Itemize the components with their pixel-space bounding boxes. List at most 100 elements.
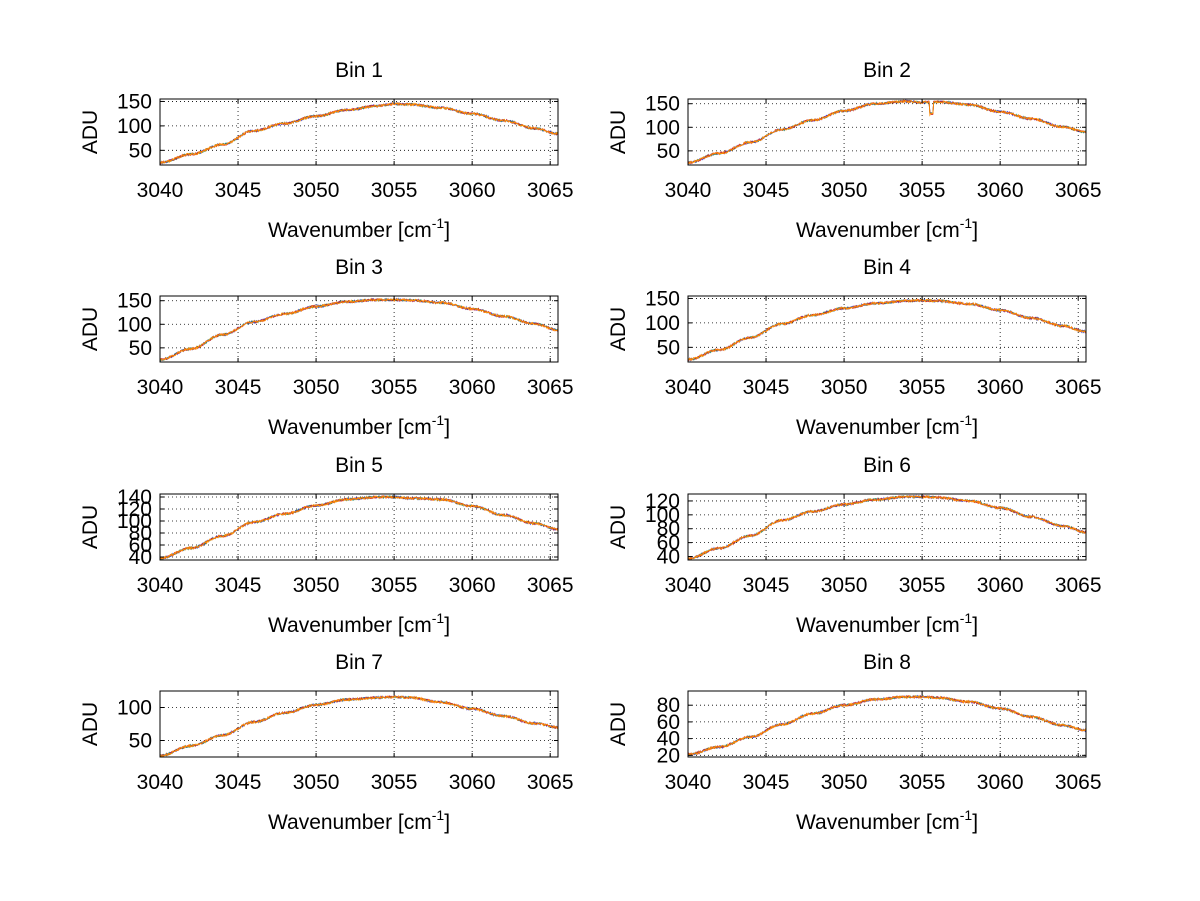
x-axis-label-suffix: ]	[444, 614, 450, 637]
subplot-title: Bin 6	[863, 454, 911, 477]
x-axis-label-text: Wavenumber [cm	[796, 614, 960, 637]
x-tick-label: 3045	[215, 574, 262, 597]
y-tick-label: 80	[657, 694, 680, 717]
x-tick-label: 3045	[215, 376, 262, 399]
x-tick-label: 3055	[899, 574, 946, 597]
series-line	[687, 99, 1087, 165]
x-tick-label: 3060	[977, 771, 1024, 794]
x-tick-label: 3055	[371, 376, 418, 399]
subplot-title: Bin 1	[335, 59, 383, 82]
x-axis-label-text: Wavenumber [cm	[268, 219, 432, 242]
x-tick-label: 3055	[371, 574, 418, 597]
x-axis-label-text: Wavenumber [cm	[796, 416, 960, 439]
subplot-title: Bin 4	[863, 256, 911, 279]
x-axis-label-suffix: ]	[444, 811, 450, 834]
x-axis-label-text: Wavenumber [cm	[796, 219, 960, 242]
x-tick-label: 3050	[821, 376, 868, 399]
x-axis-label: Wavenumber [cm-1]	[796, 610, 978, 637]
x-tick-label: 3045	[743, 574, 790, 597]
subplot-bin-7: 3040 3045 3050 3055 3060 3065 50 100 Bin 7 Wavenu…	[79, 651, 574, 834]
x-tick-label: 3065	[1055, 771, 1102, 794]
x-tick-label: 3050	[293, 574, 340, 597]
x-axis-label-text: Wavenumber [cm	[796, 811, 960, 834]
y-tick-label: 120	[117, 498, 152, 521]
x-tick-label: 3045	[743, 179, 790, 202]
y-tick-label: 80	[129, 522, 152, 545]
x-tick-label: 3065	[527, 376, 574, 399]
series-line	[687, 494, 1087, 560]
y-tick-label: 60	[657, 532, 680, 555]
y-tick-label: 100	[117, 313, 152, 336]
series-line	[687, 298, 1086, 362]
series-line	[160, 495, 559, 560]
y-axis-label: ADU	[79, 110, 102, 154]
x-axis-label-suffix: ]	[972, 811, 978, 834]
y-tick-label: 100	[645, 312, 680, 335]
x-axis-label-suffix: ]	[972, 416, 978, 439]
x-axis-label: Wavenumber [cm-1]	[268, 412, 450, 439]
x-tick-label: 3060	[449, 574, 496, 597]
y-tick-label: 150	[117, 90, 152, 113]
x-tick-label: 3045	[743, 771, 790, 794]
x-tick-label: 3055	[899, 376, 946, 399]
x-tick-label: 3040	[137, 574, 184, 597]
y-axis-label: ADU	[607, 110, 630, 154]
x-axis-label-suffix: ]	[444, 219, 450, 242]
x-tick-label: 3055	[899, 179, 946, 202]
x-axis-label-sup: -1	[432, 412, 445, 428]
x-axis-label-suffix: ]	[972, 219, 978, 242]
x-tick-label: 3050	[821, 574, 868, 597]
series-line	[159, 695, 559, 758]
y-axis-label: ADU	[607, 307, 630, 351]
y-tick-label: 120	[645, 490, 680, 513]
x-tick-label: 3040	[665, 179, 712, 202]
y-tick-label: 100	[117, 115, 152, 138]
x-axis-label: Wavenumber [cm-1]	[796, 412, 978, 439]
x-axis-label-text: Wavenumber [cm	[268, 614, 432, 637]
subplot-title: Bin 2	[863, 59, 911, 82]
x-tick-label: 3060	[449, 179, 496, 202]
x-tick-label: 3065	[1055, 179, 1102, 202]
x-tick-label: 3045	[215, 771, 262, 794]
y-tick-label: 60	[129, 534, 152, 557]
x-axis-label-suffix: ]	[444, 416, 450, 439]
x-axis-label-text: Wavenumber [cm	[268, 416, 432, 439]
axes-frame	[687, 98, 1087, 166]
x-tick-label: 3045	[743, 376, 790, 399]
y-tick-label: 40	[129, 546, 152, 569]
y-tick-label: 50	[129, 139, 152, 162]
x-axis-label-sup: -1	[432, 610, 445, 626]
y-tick-label: 20	[657, 744, 680, 767]
y-tick-label: 150	[645, 93, 680, 116]
series-line	[687, 694, 1087, 756]
x-axis-label: Wavenumber [cm-1]	[268, 807, 450, 834]
x-tick-label: 3040	[665, 376, 712, 399]
x-axis-label-suffix: ]	[972, 614, 978, 637]
y-tick-label: 40	[657, 728, 680, 751]
y-tick-label: 100	[645, 116, 680, 139]
x-tick-label: 3045	[215, 179, 262, 202]
y-tick-label: 50	[129, 337, 152, 360]
x-tick-label: 3055	[899, 771, 946, 794]
x-tick-label: 3055	[371, 771, 418, 794]
x-axis-label-sup: -1	[960, 807, 973, 823]
series-line	[159, 297, 559, 361]
y-axis-label: ADU	[79, 307, 102, 351]
subplot-title: Bin 8	[863, 651, 911, 674]
x-tick-label: 3060	[449, 376, 496, 399]
x-tick-label: 3060	[449, 771, 496, 794]
x-tick-label: 3065	[527, 771, 574, 794]
x-tick-label: 3065	[527, 574, 574, 597]
axes-frame	[159, 98, 559, 166]
x-axis-label: Wavenumber [cm-1]	[796, 807, 978, 834]
y-tick-label: 150	[117, 290, 152, 313]
x-axis-label-text: Wavenumber [cm	[268, 811, 432, 834]
axes-frame	[159, 493, 559, 561]
subplot-title: Bin 7	[335, 651, 383, 674]
